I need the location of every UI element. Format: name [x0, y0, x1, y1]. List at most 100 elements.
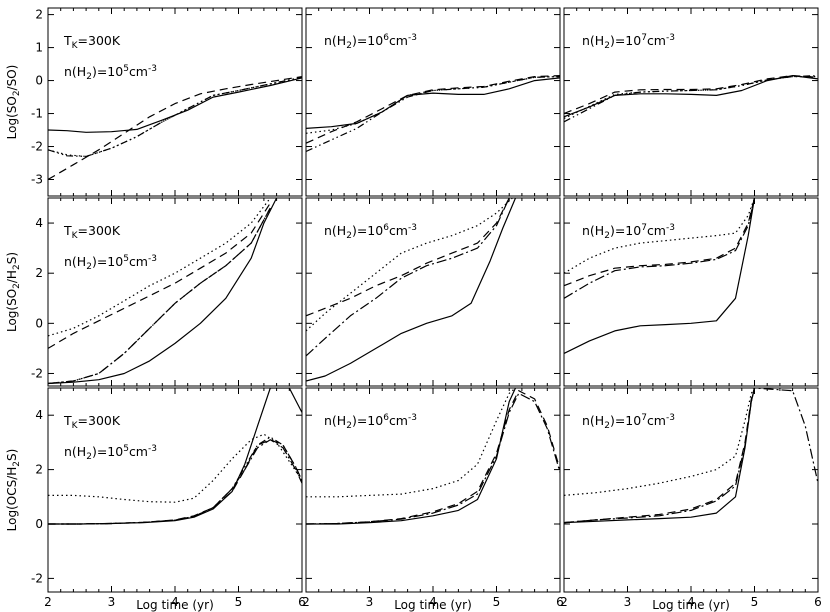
- series-line-dashed: [306, 75, 560, 144]
- series-line-dashed: [564, 388, 756, 524]
- y-tick-label: 0: [35, 517, 43, 531]
- series-line-dash-dot-dot: [564, 75, 818, 123]
- y-tick-label: 1: [35, 41, 43, 55]
- panel-series-group: [306, 388, 560, 525]
- panel-1-1: n(H2)=106cm-3: [305, 197, 561, 387]
- y-axis-label: Log(SO2/SO): [5, 65, 22, 140]
- series-line-dash-dot-dot: [48, 76, 302, 157]
- series-line-dotted: [48, 76, 302, 157]
- series-line-dash-dot-dot: [48, 436, 302, 525]
- density-label: n(H2)=105cm-3: [64, 254, 157, 272]
- y-tick-label: 0: [35, 74, 43, 88]
- series-line-solid: [306, 388, 517, 525]
- series-line-solid: [306, 77, 560, 129]
- series-line-dash-dot: [48, 207, 271, 385]
- panel-series-group: [306, 75, 560, 153]
- x-tick-label: 4: [429, 595, 437, 609]
- series-line-dashed: [306, 390, 560, 525]
- y-tick-label: -2: [31, 366, 43, 380]
- y-tick-label: -2: [31, 140, 43, 154]
- series-line-dash-dot: [564, 388, 818, 524]
- series-line-dashed: [48, 76, 302, 181]
- series-line-dash-dot: [564, 198, 756, 299]
- series-line-dotted: [564, 388, 756, 496]
- x-tick-label: 2: [44, 595, 52, 609]
- panel-2-2: 2 3 4 5 6 n(H2)=107cm-3: [560, 387, 822, 609]
- series-line-solid: [48, 198, 278, 385]
- series-line-dashed: [564, 198, 756, 287]
- series-line-solid: [564, 198, 756, 354]
- y-tick-label: 0: [35, 316, 43, 330]
- density-label: n(H2)=105cm-3: [64, 444, 157, 462]
- density-label: n(H2)=106cm-3: [324, 413, 417, 431]
- x-tick-label: 5: [235, 595, 243, 609]
- x-tick-label: 2: [302, 595, 310, 609]
- temperature-label: TK=300K: [63, 33, 121, 51]
- x-axis-label: Log time (yr): [652, 598, 730, 612]
- x-tick-label: 6: [298, 595, 306, 609]
- panel-series-group: [564, 388, 818, 524]
- density-label: n(H2)=106cm-3: [324, 33, 417, 51]
- density-label: n(H2)=105cm-3: [64, 64, 157, 82]
- x-axis-label: Log time (yr): [394, 598, 472, 612]
- series-line-dashed: [306, 198, 510, 317]
- x-tick-label: 6: [814, 595, 822, 609]
- series-line-dash-dot: [306, 392, 560, 525]
- panel-1-2: n(H2)=107cm-3: [563, 197, 819, 387]
- panel-series-group: [48, 388, 302, 525]
- series-line-dotted: [564, 198, 756, 274]
- series-line-dotted: [306, 388, 516, 498]
- temperature-label: TK=300K: [63, 413, 121, 431]
- density-label: n(H2)=107cm-3: [582, 223, 675, 241]
- y-tick-label: 2: [35, 8, 43, 22]
- x-tick-label: 4: [171, 595, 179, 609]
- panel-0-0: -3 -2 -1 0 1 2 TK=300K n(H2)=105cm-3: [31, 7, 303, 197]
- y-tick-label: 4: [35, 216, 43, 230]
- series-line-dashed: [48, 202, 271, 349]
- y-tick-label: 4: [35, 408, 43, 422]
- panel-series-group: [48, 198, 278, 385]
- y-tick-label: 2: [35, 463, 43, 477]
- series-line-solid: [48, 77, 302, 133]
- series-line-solid: [564, 388, 756, 524]
- y-axis-label: Log(SO2/H2S): [5, 252, 22, 332]
- series-line-solid: [306, 198, 517, 382]
- y-axis-label: Log(OCS/H2S): [5, 449, 22, 532]
- series-line-dotted: [306, 76, 560, 134]
- y-tick-label: -1: [31, 107, 43, 121]
- x-tick-label: 3: [366, 595, 374, 609]
- panel-0-2: n(H2)=107cm-3: [563, 7, 819, 197]
- panel-2-0: 2 3 4 5 6 -2 0 2 4 TK=300K n(H2)=105cm-3: [31, 387, 306, 609]
- density-label: n(H2)=107cm-3: [582, 33, 675, 51]
- series-line-dotted: [306, 198, 513, 332]
- series-line-dotted: [48, 198, 271, 337]
- x-tick-label: 6: [556, 595, 564, 609]
- x-tick-label: 3: [108, 595, 116, 609]
- x-axis-label: Log time (yr): [136, 598, 214, 612]
- x-tick-label: 5: [751, 595, 759, 609]
- x-tick-label: 2: [560, 595, 568, 609]
- series-line-dashed: [564, 75, 818, 115]
- y-tick-label: -3: [31, 173, 43, 187]
- series-line-dash-dot: [48, 439, 302, 525]
- series-line-dash-dot-dot: [306, 76, 560, 153]
- density-label: n(H2)=106cm-3: [324, 223, 417, 241]
- x-tick-label: 4: [687, 595, 695, 609]
- series-line-solid: [564, 75, 818, 118]
- panel-2-1: 2 3 4 5 6 n(H2)=106cm-3: [302, 387, 564, 609]
- panel-series-group: [306, 198, 517, 382]
- panel-series-group: [564, 75, 818, 123]
- x-tick-label: 5: [493, 595, 501, 609]
- panel-1-0: -2 0 2 4 TK=300K n(H2)=105cm-3: [31, 197, 303, 387]
- y-tick-label: -2: [31, 571, 43, 585]
- temperature-label: TK=300K: [63, 223, 121, 241]
- panel-0-1: n(H2)=106cm-3: [305, 7, 561, 197]
- panel-series-group: [564, 198, 756, 354]
- x-tick-label: 3: [624, 595, 632, 609]
- series-line-dash-dot: [306, 198, 510, 357]
- density-label: n(H2)=107cm-3: [582, 413, 675, 431]
- panel-series-group: [48, 76, 302, 181]
- series-line-dotted: [48, 433, 302, 503]
- y-tick-label: 2: [35, 266, 43, 280]
